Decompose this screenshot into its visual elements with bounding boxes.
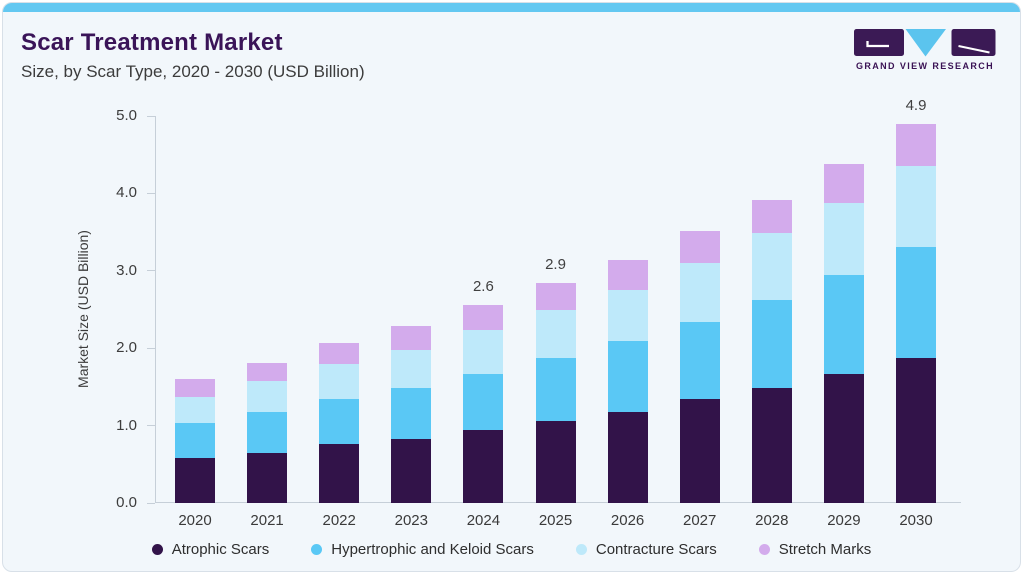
bar-segment: [463, 430, 504, 503]
bar-segment: [896, 123, 936, 167]
bar-segment: [319, 399, 360, 445]
bar-segment: [175, 379, 215, 397]
chart-header: Scar Treatment Market Size, by Scar Type…: [21, 29, 365, 82]
x-tick-label: 2023: [394, 512, 428, 529]
bar-segment: [679, 231, 720, 264]
bar-segment: [823, 275, 864, 374]
bar-segment: [247, 380, 288, 412]
bar-segment: [751, 199, 792, 233]
chart-legend: Atrophic Scars Hypertrophic and Keloid Sc…: [3, 541, 1020, 558]
bar-segment: [391, 388, 432, 439]
y-tick-label: 1.0: [116, 416, 137, 434]
bar-segment: [319, 342, 360, 364]
bar-segment: [607, 411, 648, 503]
legend-label: Atrophic Scars: [171, 541, 270, 558]
bar-segment: [535, 358, 576, 421]
bar-total-label: 2.6: [472, 277, 494, 295]
bar-segment: [391, 349, 432, 389]
legend-label: Stretch Marks: [778, 541, 872, 558]
legend-label: Hypertrophic and Keloid Scars: [331, 541, 534, 558]
bar-segment: [247, 452, 288, 503]
bar-segment: [175, 396, 215, 424]
y-tick-label: 4.0: [116, 184, 137, 202]
legend-item: Hypertrophic and Keloid Scars: [311, 541, 534, 558]
x-tick-label: 2026: [610, 512, 645, 529]
grand-view-research-logo: GRAND VIEW RESEARCH: [854, 29, 996, 71]
legend-item: Stretch Marks: [758, 541, 872, 558]
y-tick-mark: [147, 347, 155, 349]
bar-segment: [823, 373, 864, 503]
y-tick-mark: [147, 192, 155, 194]
y-tick-label: 2.0: [116, 339, 137, 357]
bar-segment: [535, 420, 576, 503]
bar-segment: [175, 423, 215, 459]
bar-segment: [463, 304, 504, 330]
bar-segment: [463, 329, 504, 374]
x-tick-label: 2022: [322, 512, 356, 529]
y-tick-mark: [147, 270, 155, 272]
bar-segment: [751, 387, 792, 503]
y-axis-title: Market Size (USD Billion): [75, 230, 91, 388]
x-tick-label: 2020: [178, 512, 212, 529]
bar-segment: [175, 458, 215, 503]
page-title: Scar Treatment Market: [21, 29, 283, 56]
y-tick-mark: [147, 502, 155, 504]
legend-dot-icon: [311, 544, 323, 555]
bar-segment: [896, 246, 936, 358]
bar-total-label: 2.9: [545, 256, 566, 274]
logo-text: GRAND VIEW RESEARCH: [855, 61, 995, 71]
chart-subtitle: Size, by Scar Type, 2020 - 2030 (USD Bil…: [21, 62, 365, 81]
bar-segment: [463, 373, 504, 431]
y-axis-line: [155, 116, 156, 503]
legend-dot-icon: [151, 544, 163, 555]
bar-segment: [896, 357, 936, 503]
bar-segment: [391, 438, 432, 503]
x-tick-label: 2024: [466, 512, 501, 529]
x-tick-label: 2025: [538, 512, 573, 529]
x-tick-label: 2028: [755, 512, 789, 529]
x-tick-label: 2030: [899, 512, 933, 529]
x-tick-label: 2027: [683, 512, 717, 529]
bar-segment: [607, 341, 648, 412]
bar-segment: [247, 411, 288, 453]
bar-segment: [247, 362, 288, 381]
bar-total-label: 4.9: [905, 96, 927, 114]
bar-segment: [751, 300, 792, 388]
x-tick-label: 2029: [827, 512, 861, 529]
bar-segment: [535, 310, 576, 359]
bar-segment: [607, 259, 648, 291]
bar-segment: [751, 232, 792, 301]
bar-segment: [823, 164, 864, 203]
gvr-logo-mark-icon: [854, 29, 996, 57]
bar-segment: [679, 399, 720, 503]
y-tick-label: 5.0: [116, 107, 137, 124]
legend-item: Contracture Scars: [575, 541, 717, 558]
accent-strip: [3, 3, 1020, 12]
legend-item: Atrophic Scars: [151, 541, 270, 558]
bar-segment: [319, 444, 360, 503]
bar-segment: [535, 283, 576, 311]
legend-dot-icon: [575, 544, 587, 555]
bar-segment: [607, 290, 648, 342]
x-tick-label: 2021: [250, 512, 284, 529]
bar-segment: [896, 166, 936, 247]
y-tick-label: 3.0: [116, 261, 137, 279]
y-tick-mark: [147, 115, 155, 117]
legend-label: Contracture Scars: [595, 541, 717, 558]
bar-segment: [679, 321, 720, 400]
bar-segment: [679, 263, 720, 322]
legend-dot-icon: [758, 544, 770, 555]
y-tick-mark: [147, 425, 155, 427]
y-tick-label: 0.0: [116, 494, 137, 511]
plot-area: 0.0 1.0 2.0 3.0 4.0 5.0 2020 2021 2022 2023 2024 2.…: [116, 97, 961, 529]
bar-segment: [319, 363, 360, 400]
bar-segment: [823, 202, 864, 276]
bar-segment: [391, 325, 432, 350]
